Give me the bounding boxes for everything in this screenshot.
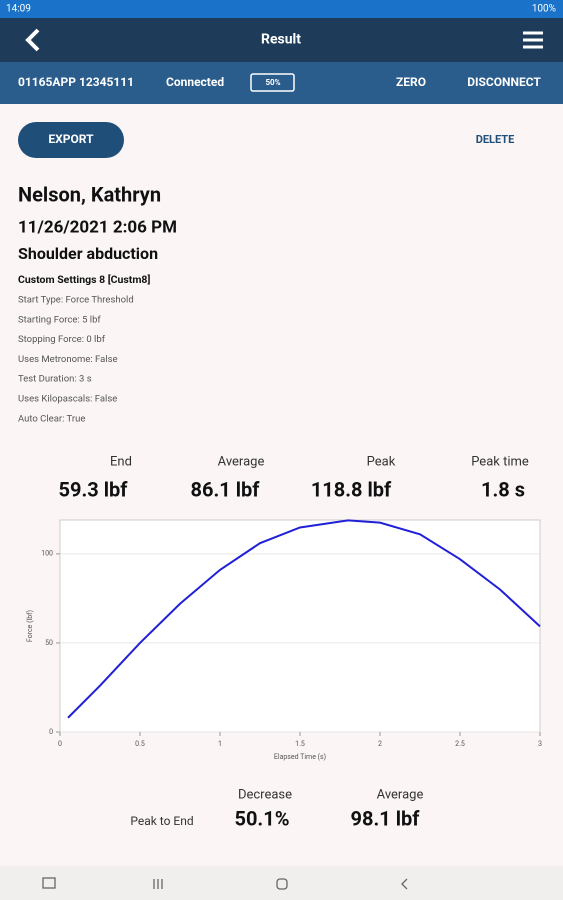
nav-bar: [0, 866, 563, 900]
plot-area: [59, 519, 541, 733]
menu-button[interactable]: [523, 31, 543, 49]
disconnect-button[interactable]: DISCONNECT: [467, 75, 541, 89]
device-battery: [250, 73, 295, 92]
device-battery-label: 50%: [265, 78, 280, 87]
x-tick-label: 1: [218, 740, 222, 748]
x-tick-label: 0: [58, 740, 62, 748]
y-tick-label: 100: [41, 550, 53, 558]
export-button[interactable]: [18, 122, 124, 158]
summary-value: 118.8 lbf: [311, 477, 392, 501]
comparison-label: Decrease: [238, 787, 292, 802]
back-button[interactable]: [25, 28, 40, 52]
summary-value: 59.3 lbf: [59, 477, 129, 501]
x-tick-label: 0.5: [135, 740, 145, 748]
device-id: 01165APP 12345111: [18, 75, 134, 89]
setting-detail: Stopping Force: 0 lbf: [18, 334, 106, 345]
y-tick-label: 0: [49, 728, 53, 736]
summary-value: 86.1 lbf: [191, 477, 261, 501]
x-tick-label: 3: [538, 740, 542, 748]
comparison-value: 98.1 lbf: [351, 806, 421, 830]
status-bar: [0, 0, 563, 18]
app-bar: [0, 18, 563, 62]
x-tick-label: 2.5: [455, 740, 465, 748]
setting-detail: Uses Metronome: False: [18, 354, 118, 365]
y-tick-label: 50: [45, 639, 53, 647]
data-line: [67, 519, 541, 719]
test-name: Shoulder abduction: [18, 244, 158, 263]
status-time: 14:09: [6, 4, 31, 15]
setting-detail: Test Duration: 3 s: [18, 374, 92, 385]
summary-label: Average: [218, 454, 265, 469]
comparison-label: Average: [377, 787, 424, 802]
nav-recent-apps[interactable]: [42, 877, 56, 889]
summary: End 59.3 lbf Average 86.1 lbf Peak 118.8 lbf P…: [59, 454, 529, 501]
summary-label: Peak: [367, 454, 396, 469]
status-battery: 100%: [532, 4, 556, 15]
nav-home[interactable]: [276, 878, 288, 890]
setting-detail: Uses Kilopascals: False: [18, 394, 117, 405]
x-axis-label: Elapsed Time (s): [274, 753, 326, 761]
y-axis-label: Force (lbf): [26, 610, 34, 642]
setting-detail: Starting Force: 5 lbf: [18, 314, 101, 325]
chart: 0 50 100 0 0.5 1 1.5 2 2.5 3 Elapsed Time (s) Force…: [26, 519, 542, 761]
device-bar: [0, 62, 563, 104]
x-tick-label: 2: [378, 740, 382, 748]
comparison-row-label: Peak to End: [130, 814, 193, 828]
export-label: EXPORT: [48, 132, 94, 146]
comparison-value: 50.1%: [234, 806, 289, 830]
x-tick-label: 1.5: [295, 740, 305, 748]
settings-name: Custom Settings 8 [Custm8]: [18, 273, 150, 286]
summary-label: End: [110, 454, 132, 469]
test-date: 11/26/2021 2:06 PM: [18, 217, 177, 237]
device-status: Connected: [166, 75, 224, 89]
nav-back[interactable]: [401, 878, 408, 890]
summary-label: Peak time: [471, 454, 529, 469]
patient-name: Nelson, Kathryn: [18, 182, 161, 206]
setting-detail: Start Type: Force Threshold: [18, 295, 134, 306]
setting-detail: Auto Clear: True: [18, 413, 85, 424]
app-title: Result: [261, 32, 301, 48]
summary-value: 1.8 s: [481, 477, 525, 501]
delete-button[interactable]: DELETE: [476, 133, 515, 146]
nav-menu[interactable]: [153, 879, 163, 889]
settings-details: Start Type: Force Threshold Starting Forc…: [18, 295, 134, 425]
zero-button[interactable]: ZERO: [396, 75, 426, 89]
